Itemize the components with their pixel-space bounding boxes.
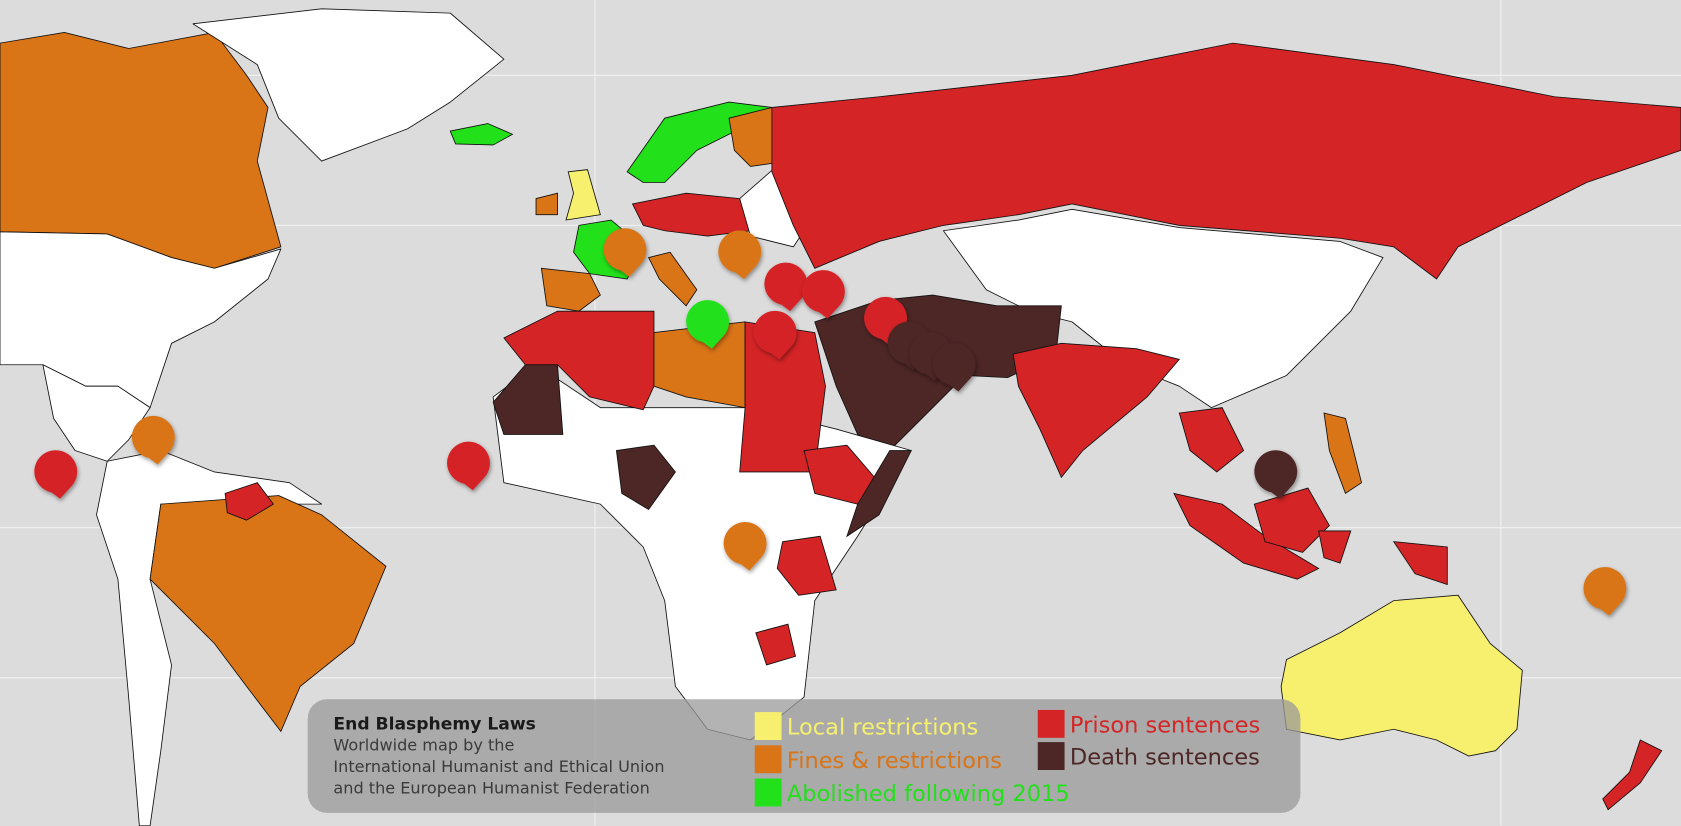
- ireland: [535, 192, 558, 216]
- legend-label: Prison sentences: [1070, 712, 1260, 738]
- brazil: [149, 495, 387, 733]
- philippines: [1323, 412, 1363, 495]
- mexico: [42, 364, 151, 462]
- marker-pin: [764, 262, 808, 312]
- greenland: [192, 8, 505, 162]
- marker-pin: [603, 228, 647, 277]
- nigeria: [615, 444, 676, 511]
- markers: [34, 228, 1627, 616]
- legend-label: Local restrictions: [787, 715, 978, 741]
- india: [1012, 342, 1181, 479]
- zimbabwe: [755, 623, 796, 666]
- legend-subtitle: International Humanist and Ethical Union: [333, 757, 664, 776]
- marker-pin: [801, 270, 845, 319]
- russia: [771, 42, 1681, 280]
- legend-swatch: [1037, 742, 1065, 770]
- legend-label: Fines & restrictions: [787, 748, 1002, 774]
- marker-pin: [718, 230, 762, 279]
- marker-pin: [723, 522, 767, 571]
- australia: [1280, 594, 1523, 757]
- legend-subtitle: and the European Humanist Federation: [333, 779, 649, 798]
- marker-pin: [686, 300, 730, 349]
- legend-label: Abolished following 2015: [787, 781, 1070, 807]
- legend-subtitle: Worldwide map by the: [333, 736, 514, 755]
- sumatra-java: [1173, 492, 1320, 580]
- legend-title: End Blasphemy Laws: [333, 714, 535, 734]
- borneo: [1253, 487, 1330, 553]
- legend-swatch: [754, 778, 782, 807]
- marker-pin: [753, 310, 797, 360]
- south-america: [96, 450, 323, 826]
- legend-swatch: [1037, 709, 1065, 738]
- marker-pin: [1254, 450, 1298, 499]
- guyana: [224, 482, 275, 521]
- new-zealand: [1602, 739, 1663, 811]
- legend-swatch: [754, 712, 782, 740]
- legend-swatch: [754, 745, 782, 774]
- iceland: [449, 123, 514, 146]
- libya: [653, 321, 746, 409]
- tanzania: [776, 535, 837, 596]
- papua: [1392, 541, 1448, 586]
- thailand-myanmar: [1178, 407, 1245, 473]
- marker-pin: [932, 343, 976, 392]
- marker-pin: [447, 441, 490, 491]
- spain: [540, 267, 601, 312]
- italy: [647, 251, 698, 307]
- somalia: [846, 450, 912, 538]
- legend-label: Death sentences: [1070, 745, 1260, 771]
- uk: [565, 169, 601, 221]
- marker-pin: [131, 415, 175, 465]
- marker-pin: [34, 450, 78, 499]
- legend: End Blasphemy Laws Worldwide map by the …: [307, 699, 1301, 813]
- mauritania: [492, 364, 564, 435]
- marker-pin: [1583, 567, 1627, 616]
- sulawesi: [1318, 530, 1352, 564]
